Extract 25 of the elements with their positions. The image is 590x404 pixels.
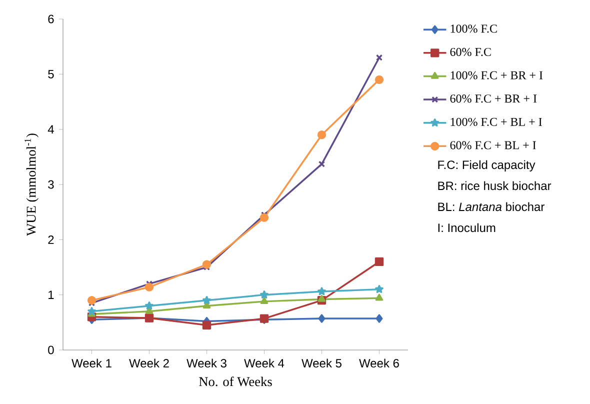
x-tick-label: Week 3	[186, 358, 226, 368]
text: F.C: Field capacity	[438, 160, 536, 172]
legend-label: 100% F.C + BL + I	[450, 118, 542, 126]
x-tick-label: Week 4	[244, 358, 284, 368]
legend-label: 60% F.C + BL + I	[450, 141, 536, 150]
y-tick-label: 4	[48, 125, 54, 134]
x-tick-label: Week 1	[72, 358, 112, 368]
legend-label: 100% F.C	[450, 24, 497, 33]
legend-label: 60% F.C + BR + I	[450, 94, 537, 103]
text: I: Inoculum	[438, 223, 496, 232]
y-tick-label: 3	[48, 180, 54, 189]
x-axis-title: No. of Weeks	[199, 376, 272, 386]
x-tick-label: Week 2	[129, 358, 169, 368]
x-tick-label: Week 5	[302, 358, 342, 368]
y-tick-label: 0	[48, 346, 54, 354]
legend-label: 100% F.C + BR + I	[450, 71, 543, 80]
legend-label: 60% F.C	[450, 48, 491, 56]
x-tick-label: Week 6	[359, 358, 399, 368]
y-tick-label: 2	[48, 235, 54, 244]
y-tick-label: 5	[48, 70, 54, 78]
y-tick-label: 1	[48, 290, 54, 299]
text: BL: Lantana biochar	[438, 202, 544, 212]
y-tick-label: 6	[48, 14, 54, 24]
y-axis-title: WUE (mmolmol$^{-1}$)	[24, 134, 38, 236]
text: BR: rice husk biochar	[438, 181, 552, 190]
